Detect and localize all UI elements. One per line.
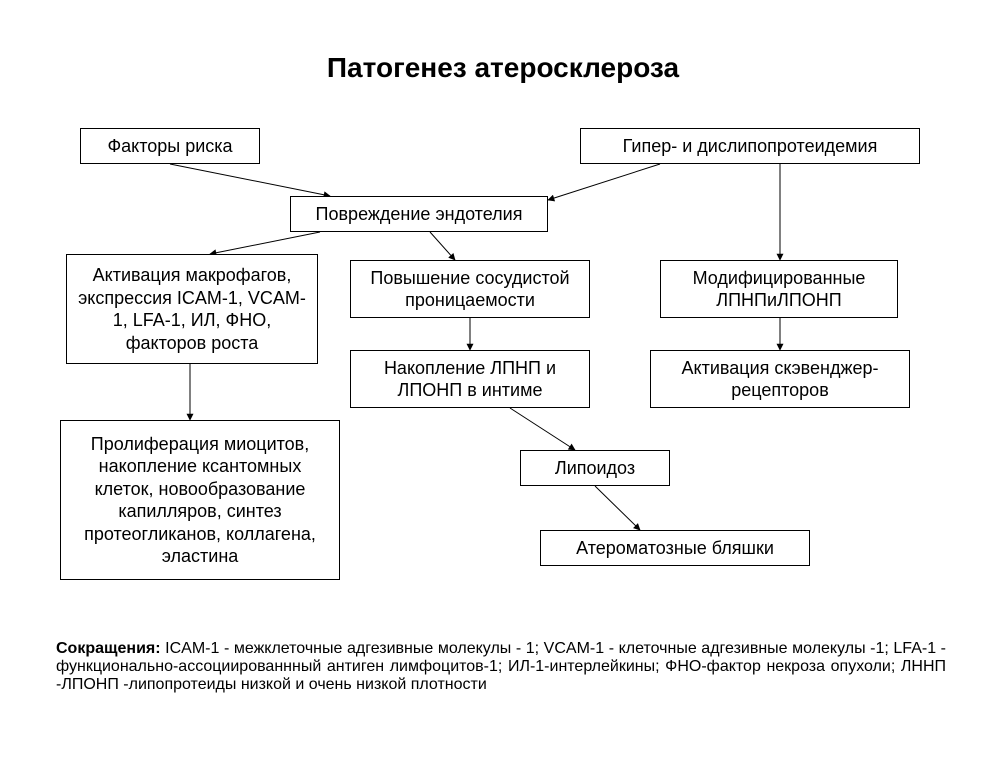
node-scav: Активация скэвенджер-рецепторов bbox=[650, 350, 910, 408]
node-perm: Повышение сосудистой проницаемости bbox=[350, 260, 590, 318]
caption-text: ICAM-1 - межклеточные адгезивные молекул… bbox=[56, 640, 946, 693]
node-endo: Повреждение эндотелия bbox=[290, 196, 548, 232]
caption-label: Сокращения: bbox=[56, 640, 161, 657]
edge-dyslip-to-endo bbox=[548, 164, 660, 200]
node-lipoid: Липоидоз bbox=[520, 450, 670, 486]
node-scav-label: Активация скэвенджер-рецепторов bbox=[657, 357, 903, 402]
edge-endo-to-perm bbox=[430, 232, 455, 260]
edge-endo-to-macro bbox=[210, 232, 320, 254]
abbreviations-caption: Сокращения: ICAM-1 - межклеточные адгези… bbox=[56, 640, 946, 694]
node-accum-label: Накопление ЛПНП и ЛПОНП в интиме bbox=[357, 357, 583, 402]
node-perm-label: Повышение сосудистой проницаемости bbox=[357, 267, 583, 312]
node-accum: Накопление ЛПНП и ЛПОНП в интиме bbox=[350, 350, 590, 408]
node-dyslip: Гипер- и дислипопротеидемия bbox=[580, 128, 920, 164]
node-dyslip-label: Гипер- и дислипопротеидемия bbox=[623, 135, 878, 158]
node-macro: Активация макрофагов, экспрессия ICAM-1,… bbox=[66, 254, 318, 364]
node-prolif-label: Пролиферация миоцитов, накопление ксанто… bbox=[67, 433, 333, 568]
node-prolif: Пролиферация миоцитов, накопление ксанто… bbox=[60, 420, 340, 580]
node-plaque-label: Атероматозные бляшки bbox=[576, 537, 774, 560]
edge-accum-to-lipoid bbox=[510, 408, 575, 450]
node-risk-label: Факторы риска bbox=[107, 135, 232, 158]
node-mod: Модифицированные ЛПНПиЛПОНП bbox=[660, 260, 898, 318]
diagram-stage: Патогенез атеросклероза Факторы риска Гип… bbox=[0, 0, 1006, 768]
node-mod-label: Модифицированные ЛПНПиЛПОНП bbox=[667, 267, 891, 312]
node-risk: Факторы риска bbox=[80, 128, 260, 164]
node-endo-label: Повреждение эндотелия bbox=[316, 203, 523, 226]
node-lipoid-label: Липоидоз bbox=[555, 457, 635, 480]
edge-lipoid-to-plaque bbox=[595, 486, 640, 530]
node-plaque: Атероматозные бляшки bbox=[540, 530, 810, 566]
edge-risk-to-endo bbox=[170, 164, 330, 196]
diagram-title: Патогенез атеросклероза bbox=[0, 52, 1006, 84]
node-macro-label: Активация макрофагов, экспрессия ICAM-1,… bbox=[73, 264, 311, 354]
